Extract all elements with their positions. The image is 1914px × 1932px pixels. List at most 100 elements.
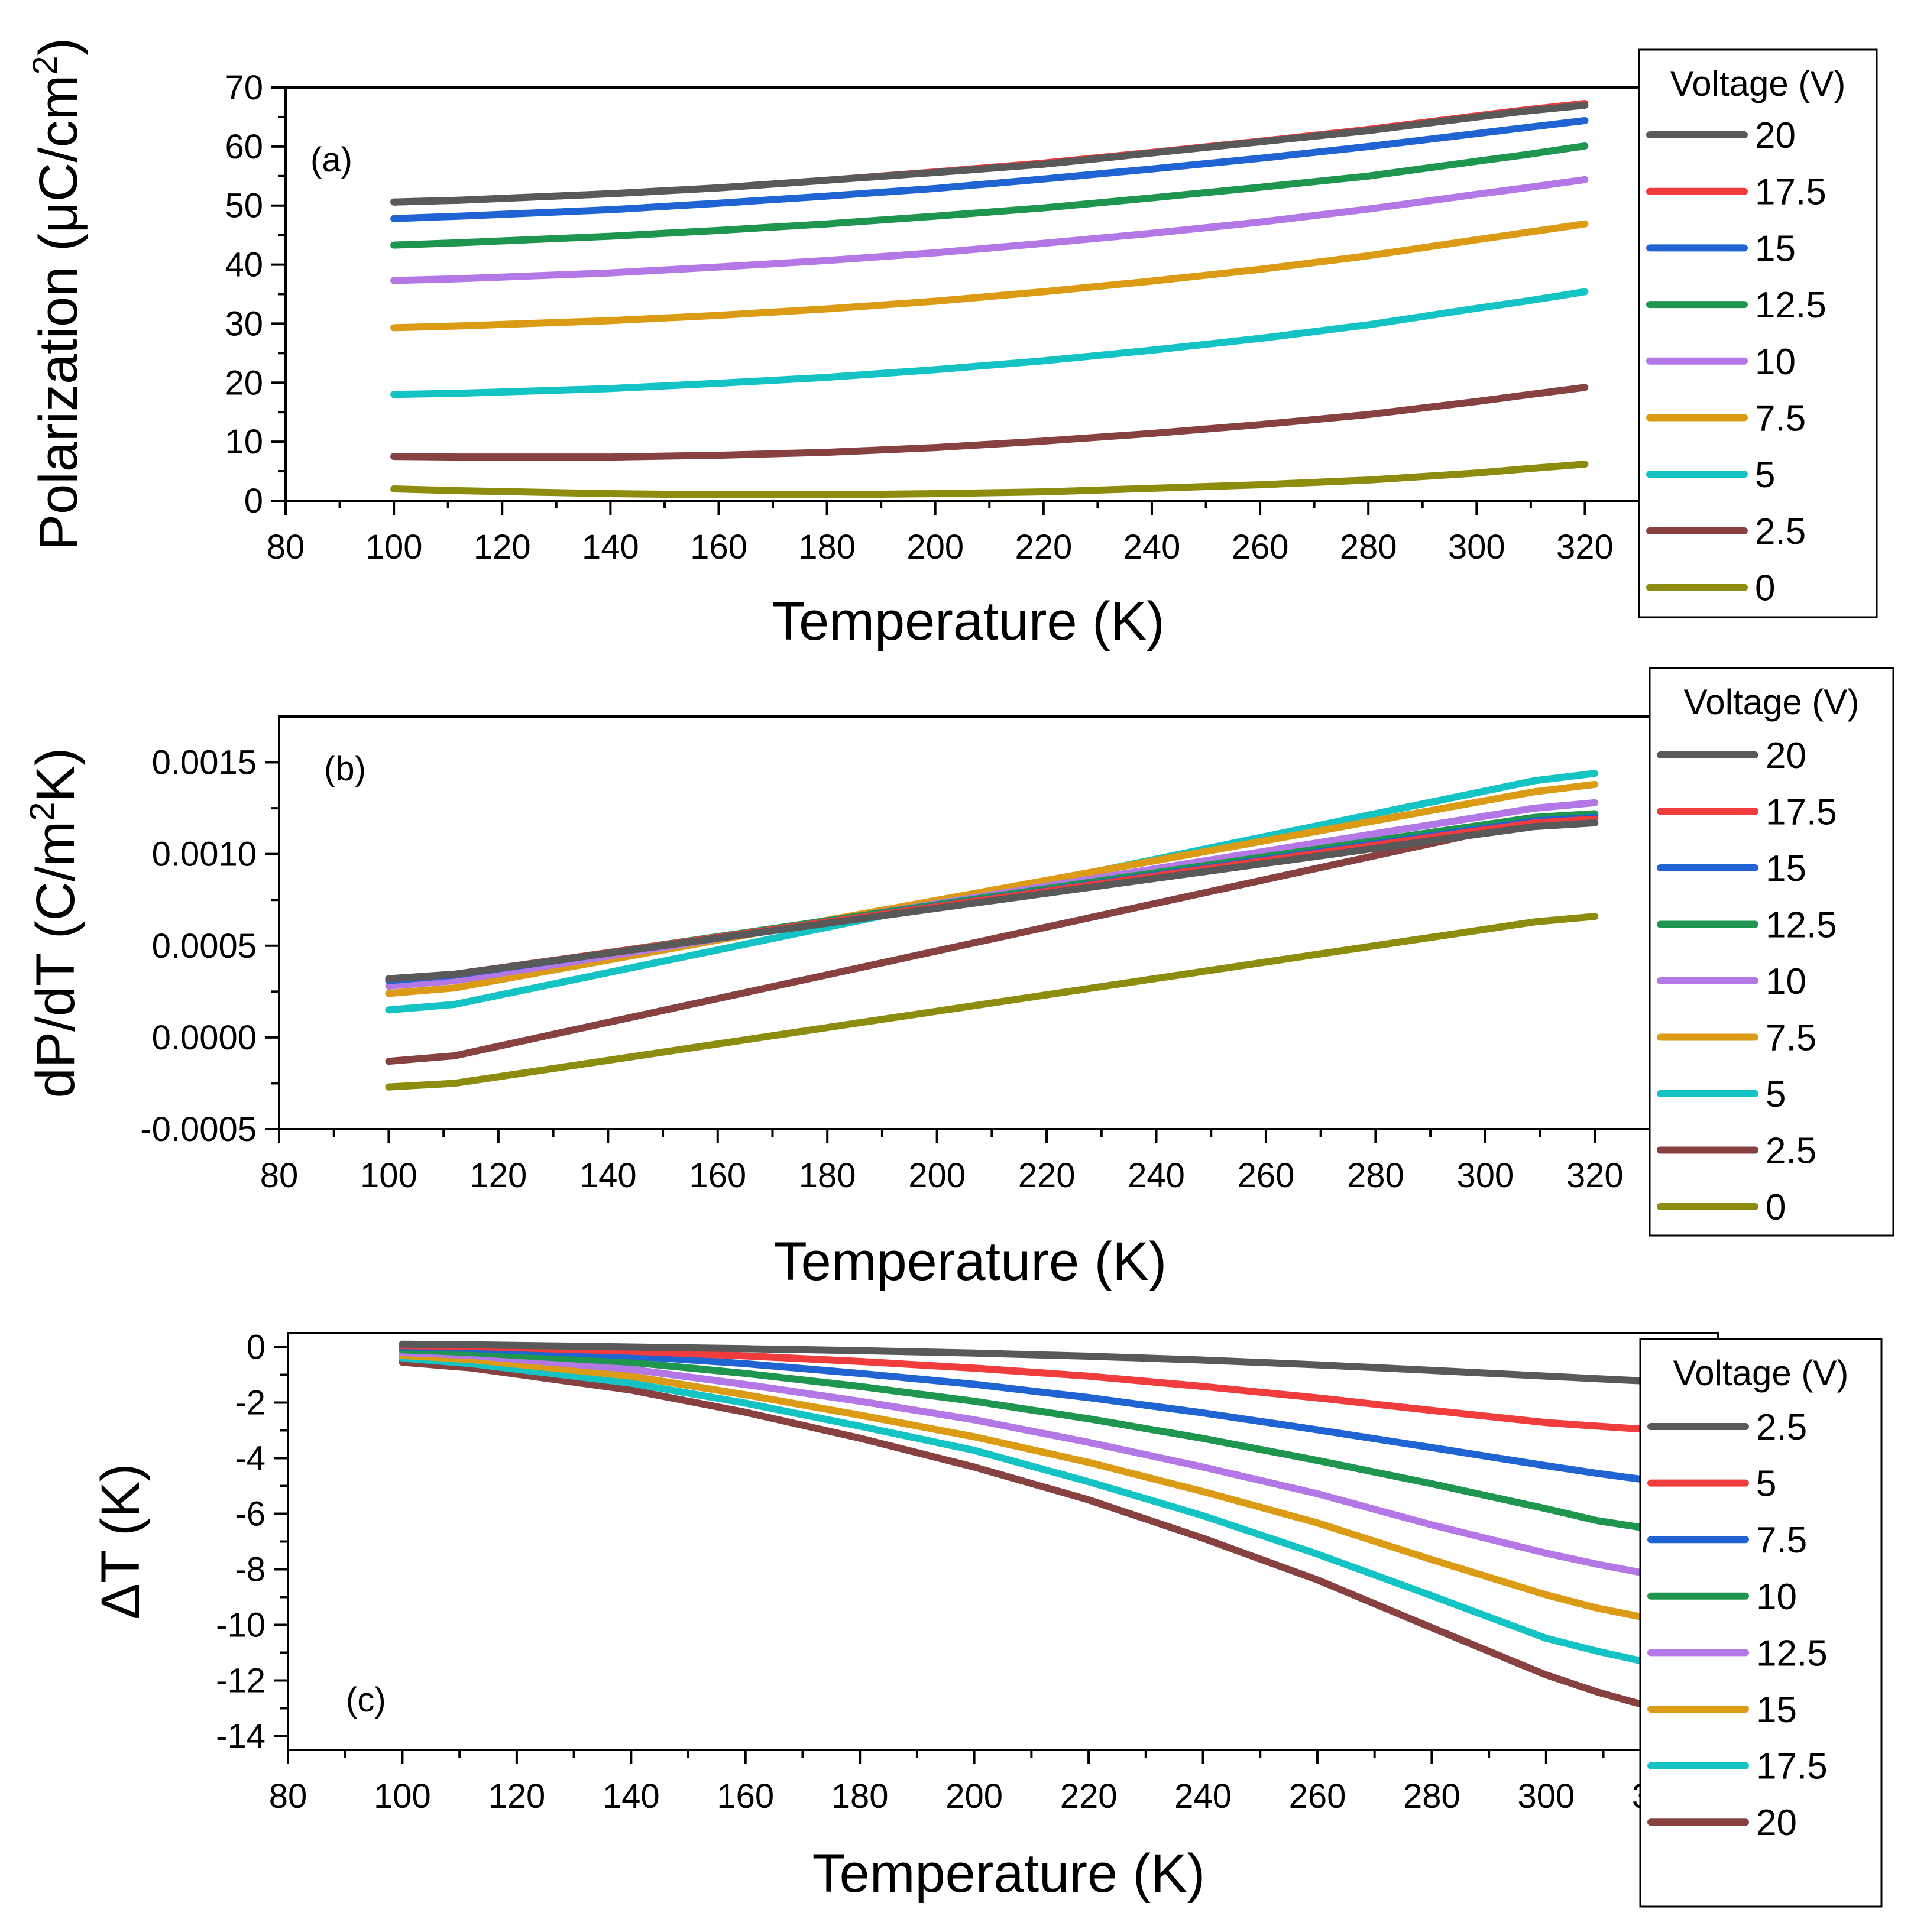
x-tick-label: 160 (689, 1156, 746, 1195)
x-tick-label: 80 (267, 528, 305, 566)
legend-label: 0 (1766, 1187, 1786, 1228)
legend-label: 2.5 (1755, 511, 1806, 552)
legend-label: 15 (1755, 228, 1796, 269)
y-axis-title-tail: K) (25, 748, 86, 802)
x-tick-label: 260 (1238, 1156, 1295, 1195)
chart-panel-a: 80 100 120 140 160 180 200 220 240 260 280 300 32001… (26, 38, 1878, 651)
legend: Voltage (V) 2.5 5 7.5 10 12.5 15 17.5 20 (1639, 1338, 1883, 1908)
y-tick-label: -2 (235, 1384, 265, 1422)
y-axis-title-main: dP/dT (C/m (25, 821, 86, 1098)
x-tick-label: 280 (1403, 1777, 1460, 1816)
y-axis-title-superscript: 2 (23, 802, 61, 821)
y-tick-label: 70 (225, 69, 263, 107)
x-tick-label: 160 (690, 528, 747, 566)
legend-label: 17.5 (1756, 1746, 1828, 1787)
x-tick-label: 100 (374, 1777, 431, 1816)
legend-label: 15 (1766, 848, 1806, 889)
panel-tag: (a) (310, 141, 352, 179)
legend-label: 10 (1756, 1577, 1797, 1617)
x-tick-label: 300 (1448, 528, 1505, 566)
y-axis-title-main: Polarization (μC/cm (28, 75, 89, 551)
series-group (385, 770, 1599, 1091)
legend-label: 10 (1755, 342, 1796, 382)
y-tick-label: 10 (225, 423, 263, 461)
series-line-15 (390, 116, 1589, 222)
y-tick-label: -0.0005 (140, 1110, 257, 1149)
y-tick-label: -14 (216, 1717, 265, 1756)
legend-label: 5 (1756, 1464, 1776, 1505)
x-tick-label: 100 (365, 528, 423, 566)
x-tick-label: 120 (474, 528, 531, 566)
x-tick-label: 260 (1289, 1777, 1346, 1816)
y-tick-label: 0.0000 (152, 1019, 257, 1057)
x-tick-label: 200 (906, 528, 964, 566)
series-line-10 (399, 1346, 1664, 1534)
y-tick-label: 60 (225, 128, 263, 166)
y-tick-label: 0.0015 (152, 744, 257, 782)
legend-label: 0 (1755, 568, 1775, 609)
y-tick-label: 30 (225, 304, 263, 343)
chart-panel-c: 80100120140160180200220240260280300320-1… (90, 1328, 1883, 1908)
y-axis-title-tail: ) (28, 38, 89, 56)
panel-tag: (b) (324, 750, 366, 788)
y-axis-title-superscript: 2 (26, 56, 64, 74)
legend-box (1638, 48, 1878, 618)
x-tick-label: 320 (1566, 1156, 1624, 1195)
y-axis-title: Polarization (μC/cm2) (26, 38, 89, 550)
y-tick-label: -6 (235, 1495, 265, 1534)
x-tick-label: 320 (1556, 528, 1614, 566)
x-tick-label: 120 (469, 1156, 527, 1195)
series-line-0 (390, 461, 1589, 498)
legend-label: 15 (1756, 1690, 1797, 1730)
legend-label: 7.5 (1756, 1520, 1807, 1561)
x-axis-title: Temperature (K) (812, 1843, 1206, 1904)
y-tick-label: 50 (225, 187, 263, 225)
y-tick-label: 0 (247, 1328, 265, 1367)
x-axis-title: Temperature (K) (772, 591, 1165, 651)
series-line-2.5 (390, 384, 1589, 461)
legend-label: 20 (1755, 115, 1796, 156)
y-tick-label: 0 (244, 482, 263, 520)
legend-title: Voltage (V) (1670, 64, 1846, 103)
legend-title: Voltage (V) (1684, 682, 1860, 722)
legend-label: 20 (1756, 1803, 1797, 1843)
legend-label: 7.5 (1766, 1018, 1816, 1059)
series-line-2.5 (399, 1340, 1664, 1386)
series-line-7.5 (399, 1343, 1664, 1486)
x-tick-label: 280 (1340, 528, 1397, 566)
series-group (390, 100, 1589, 498)
x-tick-label: 220 (1015, 528, 1072, 566)
legend-label: 2.5 (1756, 1407, 1807, 1448)
chart-panel-b: 80 100 120 140 160 180 200 220 240 260 280 300 320-0… (23, 667, 1894, 1292)
x-tick-label: 140 (582, 528, 639, 566)
plot-frame (284, 86, 1640, 502)
series-line-17.5 (399, 1354, 1664, 1669)
legend-label: 17.5 (1755, 172, 1826, 213)
y-tick-label: -12 (216, 1662, 265, 1700)
series-line-7.5 (390, 220, 1589, 332)
y-tick-label: -10 (216, 1606, 265, 1645)
x-tick-label: 200 (908, 1156, 966, 1195)
x-tick-label: 220 (1018, 1156, 1076, 1195)
y-tick-label: 20 (225, 364, 263, 402)
y-tick-label: 0.0005 (152, 927, 257, 965)
series-line-15 (399, 1351, 1664, 1625)
series-line-10 (390, 176, 1589, 284)
series-line-12.5 (390, 142, 1589, 249)
legend-label: 5 (1755, 455, 1775, 495)
x-tick-label: 180 (799, 1156, 856, 1195)
legend-label: 12.5 (1756, 1633, 1828, 1674)
y-tick-label: 0.0010 (152, 835, 257, 874)
series-line-12.5 (399, 1348, 1664, 1580)
x-tick-label: 140 (579, 1156, 637, 1195)
y-tick-label: 40 (225, 246, 263, 284)
legend-box (1649, 667, 1894, 1237)
x-tick-label: 180 (798, 528, 856, 566)
x-tick-label: 200 (945, 1777, 1003, 1816)
x-tick-label: 300 (1456, 1156, 1514, 1195)
x-tick-label: 80 (260, 1156, 299, 1195)
legend-label: 12.5 (1766, 905, 1837, 946)
legend-label: 12.5 (1755, 285, 1826, 326)
legend: Voltage (V) 20 17.5 15 12.5 10 7.5 5 2.5 0 (1638, 48, 1878, 618)
